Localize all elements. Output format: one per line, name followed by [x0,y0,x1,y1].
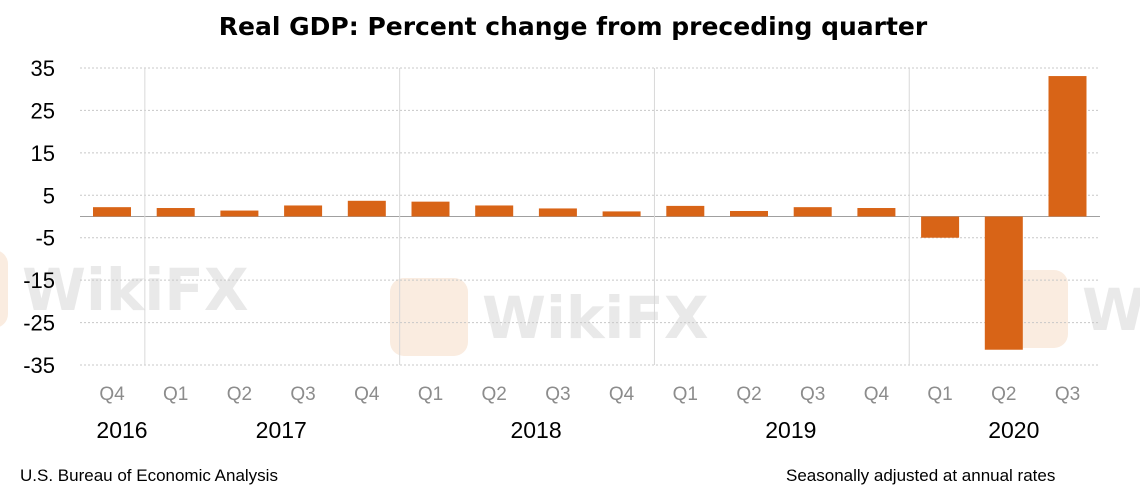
watermark-layer: WikiFX WikiFX WikiFX [0,251,1140,356]
source-note: U.S. Bureau of Economic Analysis [20,466,278,485]
bar [475,205,514,217]
y-tick-label: -15 [23,268,55,293]
x-tick-label: Q2 [482,384,507,405]
bar [984,216,1023,350]
x-tick-label: Q4 [864,384,890,405]
bar [538,208,577,217]
x-tick-label: Q4 [99,384,125,405]
x-tick-label: Q2 [991,384,1016,405]
x-tick-label: Q3 [290,384,315,405]
x-tick-label: Q3 [800,384,825,405]
bar [602,211,641,217]
y-tick-label: -5 [35,226,55,251]
y-axis-tick-labels: 35 25 15 5 -5 -15 -25 -35 [23,56,55,378]
bar [793,207,832,217]
y-tick-label: 35 [31,56,55,81]
x-axis-tick-labels: Q4 Q1 Q2 Q3 Q4 Q1 Q2 Q3 Q4 Q1 Q2 Q3 Q4 Q1 Q2 Q3 [99,384,1080,405]
year-label: 2016 [96,417,147,443]
x-tick-label: Q1 [163,384,188,405]
y-tick-label: 5 [43,183,55,208]
x-tick-label: Q1 [927,384,952,405]
watermark-text: WikiFX [482,284,709,352]
bar [666,205,705,217]
bar [156,208,195,217]
watermark-text: WikiFX [1082,276,1140,344]
bar [1048,76,1087,217]
year-labels: 2016 2017 2018 2019 2020 [96,417,1039,443]
watermark-text: WikiFX [22,256,249,324]
bar [921,216,960,238]
bars [93,76,1087,350]
watermark-logo [390,278,468,356]
x-tick-label: Q4 [354,384,380,405]
x-tick-label: Q3 [1055,384,1080,405]
x-tick-label: Q2 [736,384,761,405]
bar [93,207,131,217]
x-tick-label: Q1 [418,384,443,405]
y-tick-label: 15 [31,141,55,166]
bar [220,210,259,217]
y-tick-label: 25 [31,98,55,123]
year-label: 2018 [510,417,561,443]
year-label: 2020 [988,417,1039,443]
bar [347,200,386,217]
x-tick-label: Q2 [227,384,252,405]
chart-title: Real GDP: Percent change from preceding … [218,12,928,41]
bar [730,210,768,217]
year-label: 2017 [256,417,307,443]
x-tick-label: Q3 [545,384,570,405]
bar [857,208,896,217]
y-tick-label: -25 [23,311,55,336]
year-label: 2019 [765,417,816,443]
x-tick-label: Q4 [609,384,635,405]
bar [411,201,450,217]
bar [284,205,323,217]
x-tick-label: Q1 [673,384,698,405]
watermark-logo [0,251,8,327]
y-tick-label: -35 [23,353,55,378]
adjustment-note: Seasonally adjusted at annual rates [786,466,1056,485]
